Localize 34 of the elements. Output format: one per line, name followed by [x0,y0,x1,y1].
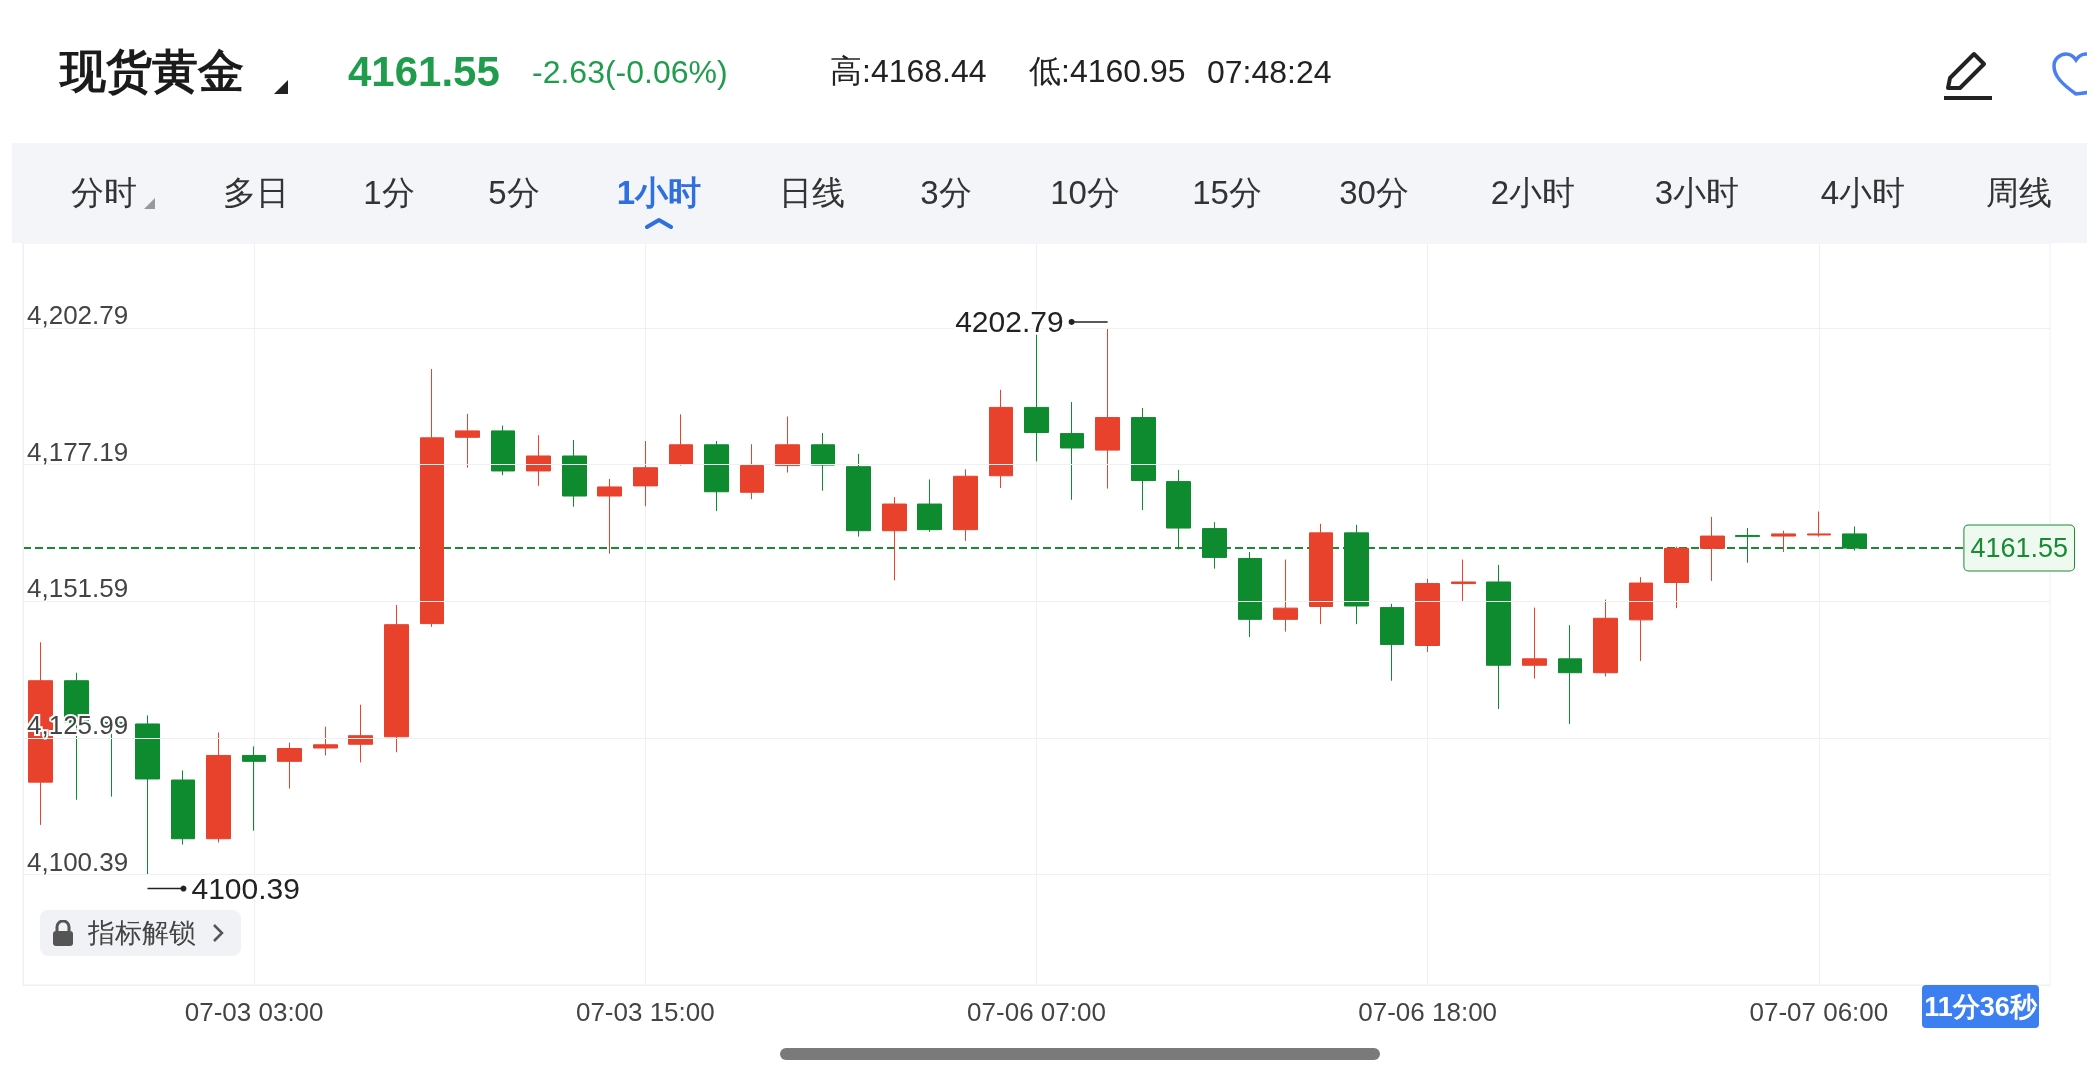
text: 15分 [1192,172,1262,213]
y-tick-label: 4,202.79 [27,299,129,330]
chart-title: 现货黄金 [60,44,244,99]
text: 30分 [1339,172,1409,213]
x-tick-label: 07-03 15:00 [575,997,715,1027]
text: 3分 [920,172,972,213]
y-tick-label: 4,177.19 [27,436,129,467]
text: 1分 [363,172,415,213]
annotation: 指标解锁 [88,917,196,950]
annotation: 4100.39 [191,872,300,906]
text: 低:4160.95 [1029,52,1186,91]
text: 5分 [488,172,540,213]
timer-badge: 11分36秒 [1922,985,2039,1028]
x-tick-label: 07-07 06:00 [1749,997,1889,1027]
x-tick-label: 07-06 18:00 [1358,997,1498,1027]
x-tick-label: 07-06 07:00 [967,997,1106,1027]
x-tick-label: 07-03 03:00 [184,997,324,1027]
text: -2.63(-0.06%) [532,53,728,91]
text: 4161.55 [348,48,500,96]
y-tick-label: 4,100.39 [27,846,129,877]
ref-line-label: 4161.55 [1970,533,2068,564]
text: 日线 [779,172,845,213]
text: 高:4168.44 [830,52,987,91]
text: 1小时 [616,172,702,213]
text: 4小时 [1820,172,1906,213]
text: 2小时 [1490,172,1576,213]
text: 3小时 [1654,172,1740,213]
text: 分时 [71,172,137,213]
annotation: 4202.79 [955,305,1064,339]
text: 多日 [223,172,289,213]
text: 周线 [1986,172,2052,213]
text: 07:48:24 [1207,53,1332,91]
text: 10分 [1050,172,1120,213]
y-tick-label: 4,151.59 [27,573,129,604]
